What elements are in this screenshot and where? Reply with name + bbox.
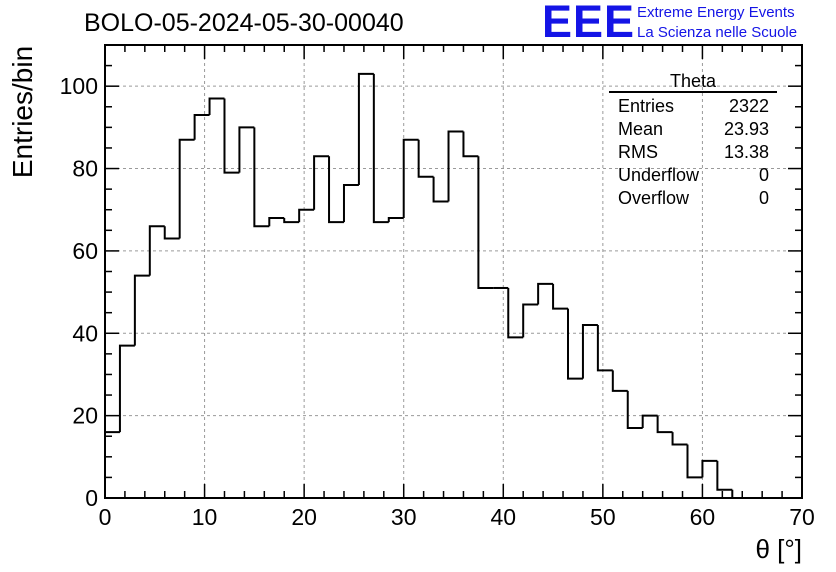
eee-logo-mark: EEE — [542, 0, 636, 47]
histogram-bin — [477, 156, 494, 289]
stats-row-rms: RMS 13.38 — [609, 141, 777, 164]
histogram-bin — [328, 156, 344, 224]
histogram-bin — [522, 303, 539, 338]
histogram-bin — [178, 138, 195, 239]
histogram-bin — [462, 131, 479, 158]
histogram-bin — [372, 73, 389, 224]
histogram-series — [104, 72, 734, 498]
histogram-bin — [537, 282, 554, 305]
grid-lines — [105, 45, 802, 498]
stats-value: 0 — [758, 188, 769, 208]
histogram-bin — [283, 217, 300, 224]
x-axis-label: θ [°] — [755, 534, 802, 564]
histogram-bin — [357, 72, 374, 186]
stats-row-underflow: Underflow 0 — [609, 164, 777, 187]
y-tick-label: 100 — [60, 73, 98, 99]
histogram-bin — [671, 432, 688, 446]
histogram-bin — [133, 274, 150, 346]
histogram-bin — [148, 225, 165, 276]
histogram-bin — [552, 283, 569, 310]
histogram-bin — [402, 138, 419, 218]
histogram-bin — [223, 98, 240, 174]
histogram-bin — [387, 216, 404, 223]
histogram-bin — [298, 208, 315, 223]
y-tick-label: 0 — [85, 485, 98, 511]
stats-value: 23.93 — [723, 119, 769, 139]
logo-line-1: Extreme Energy Events — [637, 4, 795, 21]
histogram-bin — [686, 444, 703, 479]
histogram-bin — [447, 130, 464, 202]
histogram-bin — [253, 127, 270, 228]
stats-label: RMS — [618, 142, 658, 162]
stats-row-overflow: Overflow 0 — [609, 187, 777, 210]
histogram-bin — [104, 431, 120, 498]
histogram-bin — [507, 287, 524, 339]
histogram-bin — [567, 308, 583, 380]
histogram-bin — [641, 414, 658, 428]
histogram-bin — [193, 114, 210, 140]
histogram-bin — [313, 155, 330, 210]
x-tick-label: 60 — [690, 504, 716, 530]
stats-title: Theta — [669, 71, 717, 91]
stats-label: Underflow — [618, 165, 700, 185]
x-tick-label: 10 — [192, 504, 218, 530]
stats-label: Mean — [618, 119, 664, 139]
histogram-bin — [581, 324, 598, 379]
stats-divider — [609, 91, 777, 93]
logo-line-2: La Scienza nelle Scuole — [637, 24, 798, 41]
y-axis-label: Entries/bin — [7, 46, 38, 178]
histogram-bin — [626, 390, 643, 429]
histogram-bin — [716, 460, 733, 491]
histogram-bin — [417, 139, 434, 178]
x-tick-label: 40 — [490, 504, 516, 530]
x-tick-label: 70 — [789, 504, 815, 530]
stats-label: Entries — [618, 96, 675, 116]
y-tick-label: 80 — [72, 156, 98, 182]
histogram-bin — [596, 325, 613, 372]
histogram-bin — [611, 370, 628, 392]
histogram-bin — [656, 415, 673, 434]
tick-labels: 0 10 20 30 40 50 60 70 0 20 40 60 80 100 — [60, 73, 815, 530]
histogram-bin — [432, 176, 449, 203]
eee-logo: EEE Extreme Energy Events La Scienza nel… — [542, 0, 832, 47]
x-tick-label: 0 — [99, 504, 112, 530]
run-title: BOLO-05-2024-05-30-00040 — [84, 9, 404, 37]
y-tick-label: 20 — [72, 403, 98, 429]
stats-value: 13.38 — [723, 142, 769, 162]
histogram-bin — [238, 126, 255, 173]
x-tick-label: 50 — [590, 504, 616, 530]
x-tick-label: 20 — [291, 504, 317, 530]
histogram-bin — [268, 216, 285, 227]
stats-value: 0 — [758, 165, 769, 185]
histogram-bin — [342, 184, 359, 223]
axis-ticks — [104, 44, 803, 499]
stats-box: Theta Entries 2322 Mean 23.93 RMS 13.38 Und… — [609, 72, 777, 210]
histogram-bin — [118, 344, 135, 433]
histogram-bin — [701, 459, 718, 478]
histogram-bin — [163, 226, 180, 240]
stats-row-mean: Mean 23.93 — [609, 118, 777, 141]
y-tick-label: 40 — [72, 320, 98, 346]
histogram-bin — [208, 97, 225, 116]
stats-row-entries: Entries 2322 — [609, 95, 777, 118]
x-tick-label: 30 — [391, 504, 417, 530]
y-tick-label: 60 — [72, 238, 98, 264]
stats-label: Overflow — [618, 188, 690, 208]
stats-value: 2322 — [728, 96, 769, 116]
